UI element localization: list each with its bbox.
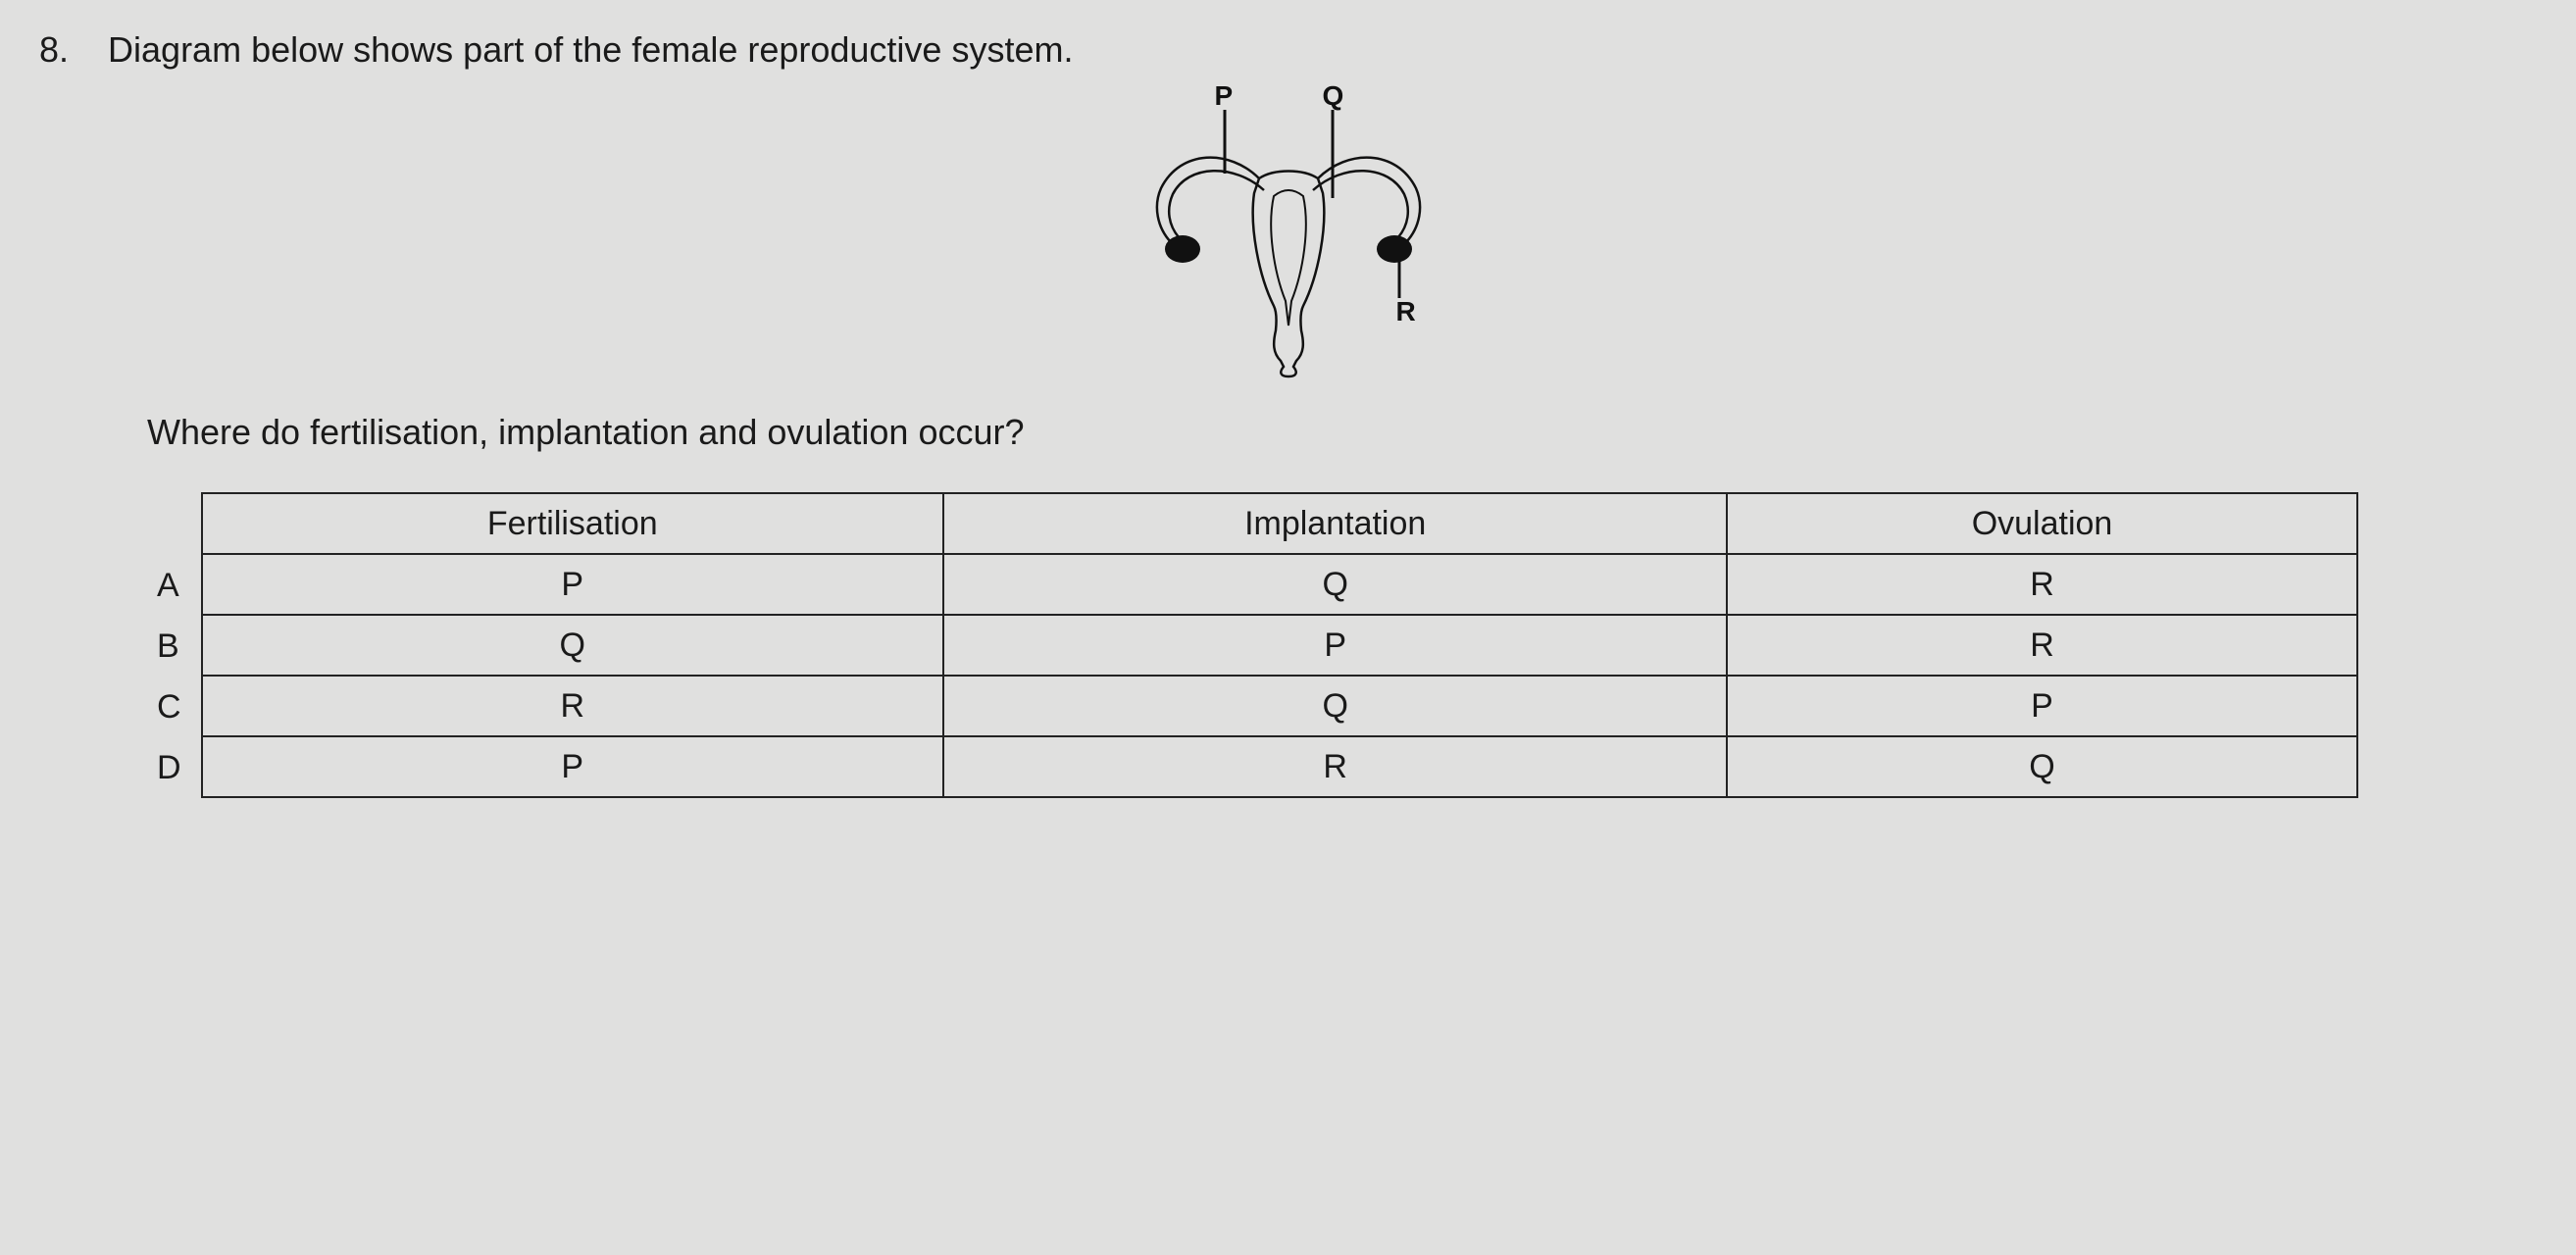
question-number: 8. [39,29,69,71]
row-label-spacer [157,494,181,555]
question-text: Diagram below shows part of the female r… [108,29,2537,71]
table-row: P R Q [202,736,2357,797]
diagram-label-r: R [1396,296,1416,327]
cell: R [943,736,1728,797]
cell: P [202,554,943,615]
answer-table-wrap: A B C D Fertilisation Implantation Ovula… [157,492,2537,798]
cell: P [202,736,943,797]
cell: Q [943,676,1728,736]
cell: Q [1727,736,2356,797]
uterus-svg [1073,80,1504,384]
cell: Q [202,615,943,676]
answer-table: Fertilisation Implantation Ovulation P Q… [201,492,2358,798]
col-header-ovulation: Ovulation [1727,493,2356,554]
row-label-c: C [157,677,181,737]
question-header: 8. Diagram below shows part of the femal… [39,29,2537,71]
table-header-row: Fertilisation Implantation Ovulation [202,493,2357,554]
col-header-fertilisation: Fertilisation [202,493,943,554]
cell: R [1727,615,2356,676]
reproductive-system-diagram: P Q R [1073,80,1504,384]
row-label-b: B [157,616,181,677]
cell: R [202,676,943,736]
col-header-implantation: Implantation [943,493,1728,554]
diagram-label-q: Q [1323,80,1344,112]
cell: Q [943,554,1728,615]
sub-question-text: Where do fertilisation, implantation and… [147,412,2537,453]
row-label-a: A [157,555,181,616]
cell: R [1727,554,2356,615]
table-row: Q P R [202,615,2357,676]
row-label-d: D [157,737,181,798]
table-row: P Q R [202,554,2357,615]
table-row: R Q P [202,676,2357,736]
diagram-container: P Q R [39,80,2537,384]
cell: P [943,615,1728,676]
cell: P [1727,676,2356,736]
row-label-column: A B C D [157,492,181,798]
diagram-label-p: P [1215,80,1234,112]
